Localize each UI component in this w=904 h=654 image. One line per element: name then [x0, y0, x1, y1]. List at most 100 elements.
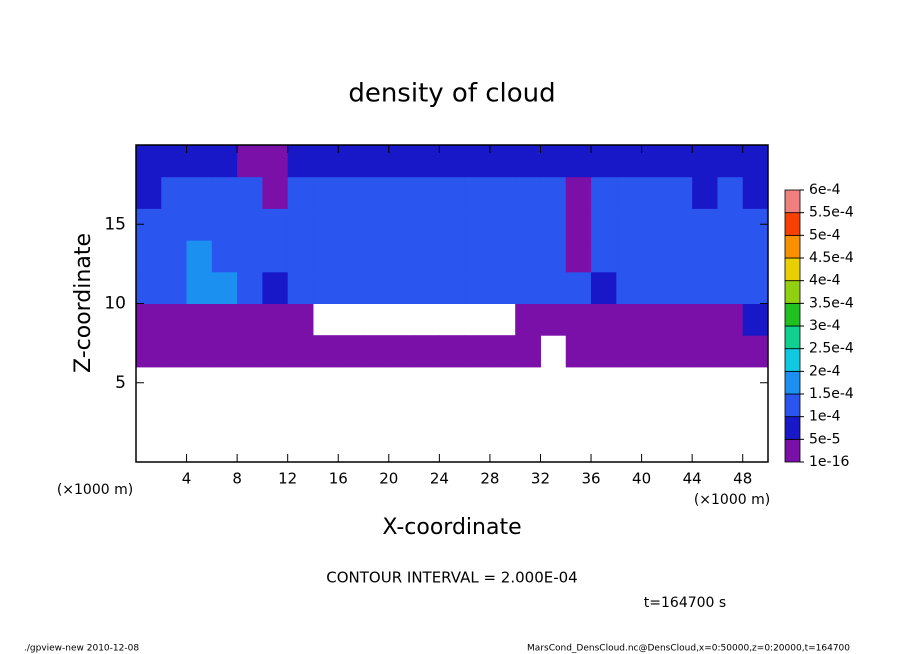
- cell: [262, 240, 289, 273]
- cell: [692, 240, 718, 273]
- cell: [666, 271, 693, 304]
- colorbar-box: [784, 257, 801, 282]
- cell: [363, 176, 390, 209]
- cell: [717, 240, 744, 273]
- cell: [287, 303, 314, 336]
- cell: [742, 176, 769, 209]
- cell: [717, 176, 744, 209]
- cell: [211, 208, 238, 241]
- cell: [666, 145, 693, 178]
- cell: [338, 240, 365, 273]
- x-tick-label: 20: [379, 470, 398, 488]
- cell: [540, 303, 567, 336]
- cell: [591, 240, 617, 273]
- cell: [515, 240, 541, 273]
- cell: [591, 335, 617, 368]
- cell: [237, 240, 263, 273]
- x-axis-label: X-coordinate: [382, 515, 521, 540]
- colorbar-box: [784, 438, 801, 463]
- colorbar-label: 6e-4: [809, 182, 841, 198]
- cell: [565, 335, 592, 368]
- cell: [211, 271, 238, 304]
- cell: [616, 271, 643, 304]
- cell: [515, 145, 541, 178]
- cell: [540, 145, 567, 178]
- cell: [742, 145, 769, 178]
- cell: [262, 176, 289, 209]
- cell: [211, 176, 238, 209]
- colorbar-box: [784, 370, 801, 395]
- cell: [591, 145, 617, 178]
- cell: [414, 208, 440, 241]
- x-tick-label: 16: [329, 470, 348, 488]
- cell: [489, 335, 516, 368]
- cell: [666, 208, 693, 241]
- x-tick-label: 44: [683, 470, 702, 488]
- cell: [540, 271, 567, 304]
- cell: [692, 145, 718, 178]
- cell: [136, 240, 162, 273]
- cell: [186, 176, 213, 209]
- colorbar-label: 5e-4: [809, 227, 841, 243]
- cell: [287, 145, 314, 178]
- cell: [287, 335, 314, 368]
- cell: [237, 208, 263, 241]
- x-tick-label: 24: [430, 470, 449, 488]
- cell: [338, 271, 365, 304]
- time-label: t=164700 s: [644, 595, 726, 611]
- cell: [262, 208, 289, 241]
- x-tick-label: 28: [480, 470, 499, 488]
- cell: [692, 176, 718, 209]
- colorbar-label: 4e-4: [809, 273, 841, 289]
- y-unit: (×1000 m): [57, 482, 133, 498]
- cell: [136, 303, 162, 336]
- cell: [540, 240, 567, 273]
- y-tick-label: 15: [104, 214, 126, 234]
- cell: [641, 271, 668, 304]
- cell: [565, 271, 592, 304]
- cell: [717, 271, 744, 304]
- cell: [287, 271, 314, 304]
- cell: [717, 208, 744, 241]
- chart-title: density of cloud: [348, 79, 555, 109]
- cell: [312, 240, 339, 273]
- cell: [338, 176, 365, 209]
- cell: [641, 176, 668, 209]
- colorbar-label: 2e-4: [809, 363, 841, 379]
- cell: [742, 240, 769, 273]
- x-tick-label: 48: [733, 470, 752, 488]
- cell: [717, 303, 744, 336]
- cell: [211, 145, 238, 178]
- cell: [489, 176, 516, 209]
- cell: [565, 145, 592, 178]
- cell: [641, 145, 668, 178]
- x-tick-label: 12: [278, 470, 297, 488]
- cell: [692, 271, 718, 304]
- cell: [186, 240, 213, 273]
- cell: [439, 335, 466, 368]
- cell: [237, 303, 263, 336]
- cell: [565, 208, 592, 241]
- cell: [262, 335, 289, 368]
- x-tick-label: 4: [182, 470, 192, 488]
- cell: [388, 271, 415, 304]
- cell: [692, 208, 718, 241]
- cell: [287, 240, 314, 273]
- cell: [439, 271, 466, 304]
- cell: [338, 145, 365, 178]
- cell: [717, 145, 744, 178]
- colorbar-label: 5e-5: [809, 431, 840, 447]
- cell: [616, 145, 643, 178]
- cell: [464, 176, 491, 209]
- cell: [464, 335, 491, 368]
- cell: [161, 145, 188, 178]
- cell: [237, 145, 263, 178]
- cell: [136, 271, 162, 304]
- x-unit: (×1000 m): [694, 492, 770, 508]
- cell: [641, 240, 668, 273]
- cell: [641, 303, 668, 336]
- colorbar-box: [784, 212, 801, 236]
- cell: [489, 208, 516, 241]
- colorbar-box: [784, 280, 801, 304]
- cell: [186, 145, 213, 178]
